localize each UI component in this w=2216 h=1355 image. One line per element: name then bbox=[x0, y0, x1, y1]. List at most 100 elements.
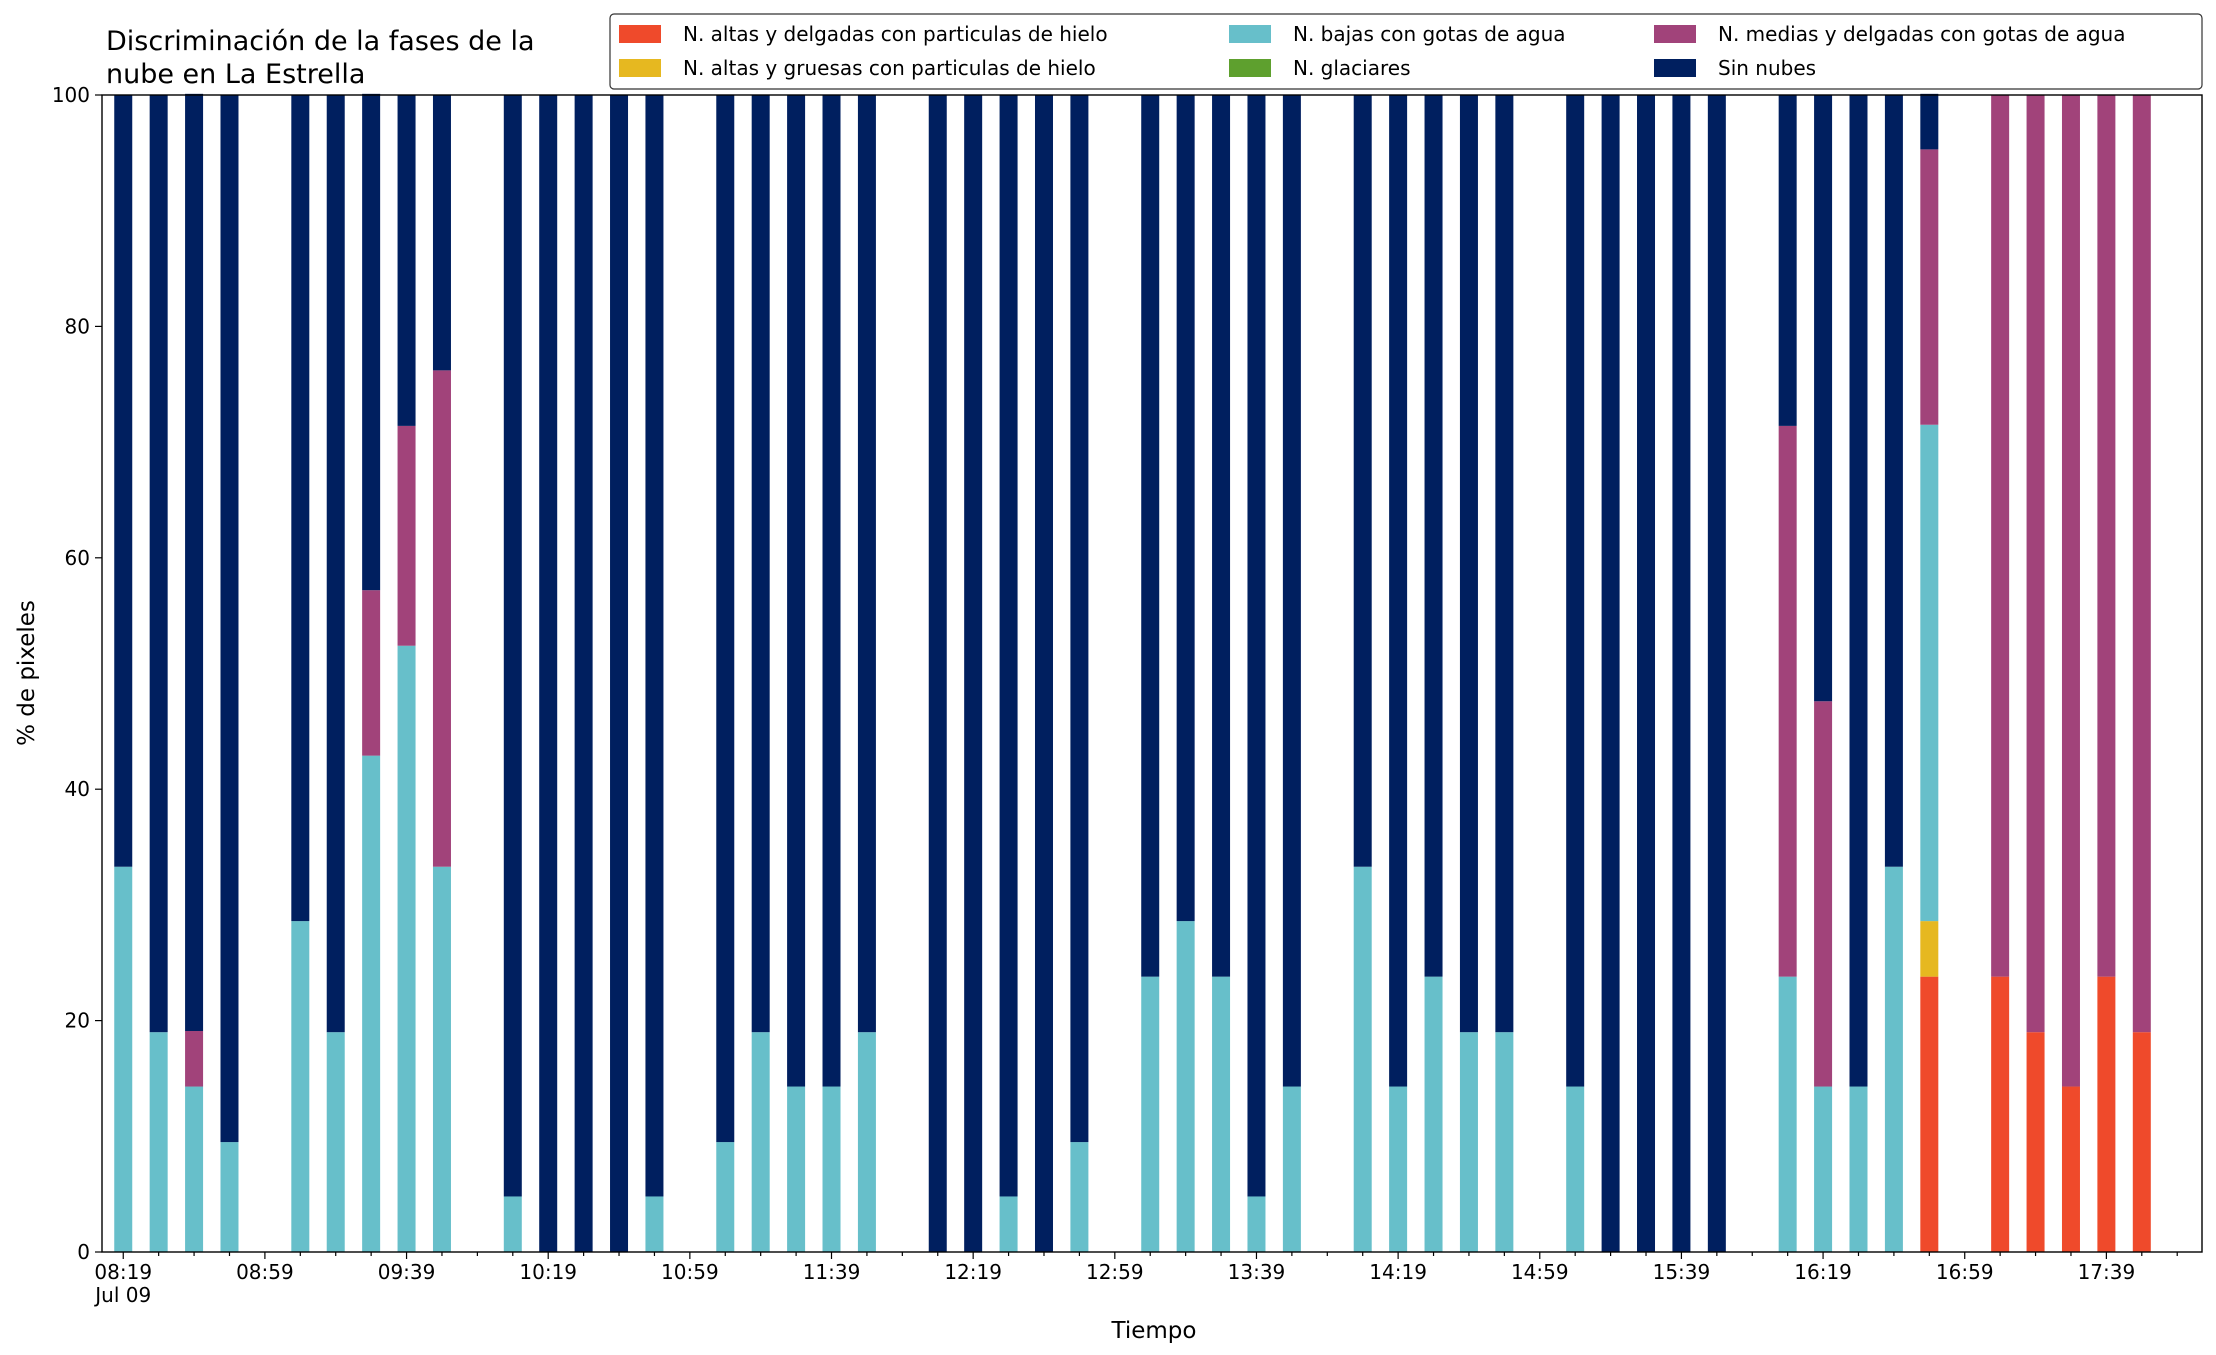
bar-segment bbox=[1991, 976, 2010, 1252]
x-tick-label: 17:39 bbox=[2078, 1260, 2136, 1284]
bar-segment bbox=[1459, 1032, 1478, 1252]
bar-segment bbox=[645, 95, 664, 1197]
legend-label: N. glaciares bbox=[1293, 56, 1411, 80]
bar-segment bbox=[857, 1032, 876, 1252]
bar-segment bbox=[1247, 95, 1266, 1197]
bar-segment bbox=[1141, 95, 1160, 977]
legend-swatch bbox=[1654, 25, 1696, 43]
bar-segment bbox=[1459, 95, 1478, 1033]
bar-segment bbox=[114, 866, 133, 1252]
bar-segment bbox=[1778, 976, 1797, 1252]
bar-segment bbox=[2097, 976, 2116, 1252]
bar-segment bbox=[1282, 95, 1301, 1087]
bar-segment bbox=[2097, 95, 2116, 977]
y-tick-label: 80 bbox=[65, 314, 90, 338]
bar-segment bbox=[326, 1032, 345, 1252]
bar-segment bbox=[1672, 95, 1691, 1252]
bar-segment bbox=[185, 93, 204, 1032]
x-tick-label: 14:59 bbox=[1511, 1260, 1569, 1284]
x-sublabel: Jul 09 bbox=[93, 1283, 151, 1307]
bar-segment bbox=[2026, 95, 2045, 1033]
legend-swatch bbox=[619, 25, 661, 43]
chart-title: Discriminación de la fases de la bbox=[106, 26, 535, 57]
bar-segment bbox=[114, 95, 133, 867]
x-tick-label: 08:19 bbox=[94, 1260, 152, 1284]
bar-segment bbox=[1778, 95, 1797, 426]
y-axis-label: % de pixeles bbox=[14, 600, 40, 746]
x-tick-label: 11:39 bbox=[803, 1260, 861, 1284]
bar-segment bbox=[1920, 149, 1939, 425]
bar-segment bbox=[1601, 95, 1620, 1252]
bar-segment bbox=[432, 866, 451, 1252]
bar-segment bbox=[503, 1196, 522, 1252]
bar-segment bbox=[1389, 1086, 1408, 1252]
bar-segment bbox=[1212, 976, 1231, 1252]
bar-segment bbox=[751, 1032, 770, 1252]
bar-segment bbox=[574, 95, 593, 1252]
bar-segment bbox=[1424, 95, 1443, 977]
bar-segment bbox=[362, 755, 381, 1252]
bar-segment bbox=[1566, 1086, 1585, 1252]
bar-segment bbox=[1814, 701, 1833, 1087]
plot-frame bbox=[101, 94, 2203, 1253]
x-tick-label: 12:59 bbox=[1086, 1260, 1144, 1284]
bar-segment bbox=[1247, 1196, 1266, 1252]
bar-segment bbox=[185, 1086, 204, 1252]
bar-segment bbox=[291, 921, 310, 1252]
bar-segment bbox=[1141, 976, 1160, 1252]
bar-segment bbox=[1920, 424, 1939, 922]
bar-segment bbox=[326, 95, 345, 1033]
legend-box bbox=[609, 13, 2203, 90]
bar-segment bbox=[185, 1031, 204, 1087]
bar-segment bbox=[1920, 976, 1939, 1252]
bar-segment bbox=[362, 590, 381, 756]
legend-swatch bbox=[1229, 59, 1271, 77]
bar-segment bbox=[822, 1086, 841, 1252]
bar-segment bbox=[1637, 95, 1656, 1252]
bar-segment bbox=[1566, 95, 1585, 1087]
x-tick-label: 10:19 bbox=[519, 1260, 577, 1284]
x-tick-label: 10:59 bbox=[661, 1260, 719, 1284]
bar-segment bbox=[432, 95, 451, 371]
bar-segment bbox=[1282, 1086, 1301, 1252]
bar-segment bbox=[1920, 93, 1939, 150]
y-tick-label: 0 bbox=[77, 1240, 90, 1264]
bar-segment bbox=[2061, 95, 2080, 1087]
x-tick-label: 16:59 bbox=[1936, 1260, 1994, 1284]
bar-segment bbox=[1353, 866, 1372, 1252]
bar-segment bbox=[751, 95, 770, 1033]
bar-segment bbox=[1814, 95, 1833, 702]
bar-segment bbox=[645, 1196, 664, 1252]
bar-segment bbox=[1212, 95, 1231, 977]
y-tick-label: 20 bbox=[65, 1009, 90, 1033]
bar-segment bbox=[1495, 1032, 1514, 1252]
bar-segment bbox=[220, 1142, 239, 1252]
bar-segment bbox=[1707, 95, 1726, 1252]
bar-segment bbox=[397, 95, 416, 426]
bar-segment bbox=[432, 370, 451, 867]
bar-segment bbox=[397, 425, 416, 646]
bar-segment bbox=[397, 645, 416, 1252]
bar-segment bbox=[964, 95, 983, 1252]
bar-segment bbox=[787, 1086, 806, 1252]
bar-segment bbox=[503, 95, 522, 1197]
bar-segment bbox=[2132, 1032, 2151, 1252]
bar-segment bbox=[2061, 1086, 2080, 1252]
legend-label: N. altas y delgadas con particulas de hi… bbox=[683, 22, 1108, 46]
bar-segment bbox=[610, 95, 629, 1252]
bar-segment bbox=[2132, 95, 2151, 1033]
bar-segment bbox=[1034, 95, 1053, 1252]
legend-swatch bbox=[1229, 25, 1271, 43]
bar-segment bbox=[220, 95, 239, 1143]
x-tick-label: 13:39 bbox=[1228, 1260, 1286, 1284]
bar-segment bbox=[1884, 866, 1903, 1252]
legend-swatch bbox=[619, 59, 661, 77]
x-tick-label: 15:39 bbox=[1653, 1260, 1711, 1284]
bar-segment bbox=[539, 95, 558, 1252]
x-tick-label: 16:19 bbox=[1794, 1260, 1852, 1284]
y-tick-label: 100 bbox=[52, 83, 90, 107]
bar-segment bbox=[362, 93, 381, 591]
bar-segment bbox=[1176, 921, 1195, 1252]
bar-segment bbox=[1991, 95, 2010, 977]
